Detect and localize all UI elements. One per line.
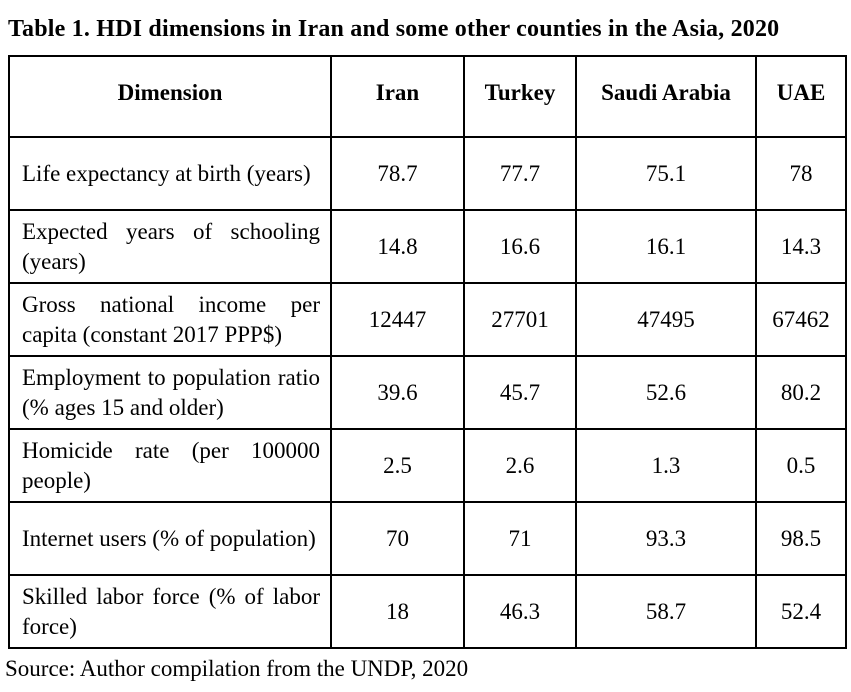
table-row: Expected years of schooling (years) 14.8… [8, 209, 847, 285]
value-uae: 0.5 [755, 428, 847, 504]
value-saudi-arabia: 16.1 [575, 209, 757, 285]
dimension-label: Homicide rate (per 100000 people) [8, 428, 332, 504]
column-header-iran: Iran [330, 55, 465, 139]
value-iran: 2.5 [330, 428, 465, 504]
value-uae: 52.4 [755, 574, 847, 650]
value-saudi-arabia: 1.3 [575, 428, 757, 504]
column-header-turkey: Turkey [463, 55, 577, 139]
dimension-label: Skilled labor force (% of labor force) [8, 574, 332, 650]
dimension-label: Internet users (% of population) [8, 501, 332, 577]
table-row: Internet users (% of population) 70 71 9… [8, 501, 847, 577]
column-header-dimension: Dimension [8, 55, 332, 139]
column-header-uae: UAE [755, 55, 847, 139]
value-iran: 78.7 [330, 136, 465, 212]
value-uae: 14.3 [755, 209, 847, 285]
table-row: Employment to population ratio (% ages 1… [8, 355, 847, 431]
value-saudi-arabia: 47495 [575, 282, 757, 358]
value-iran: 18 [330, 574, 465, 650]
value-turkey: 77.7 [463, 136, 577, 212]
value-iran: 39.6 [330, 355, 465, 431]
table-header-row: Dimension Iran Turkey Saudi Arabia UAE [8, 55, 847, 139]
value-turkey: 2.6 [463, 428, 577, 504]
source-note: Source: Author compilation from the UNDP… [5, 656, 469, 682]
value-turkey: 45.7 [463, 355, 577, 431]
value-uae: 98.5 [755, 501, 847, 577]
value-uae: 78 [755, 136, 847, 212]
value-turkey: 71 [463, 501, 577, 577]
table-row: Homicide rate (per 100000 people) 2.5 2.… [8, 428, 847, 504]
value-uae: 67462 [755, 282, 847, 358]
dimension-label: Expected years of schooling (years) [8, 209, 332, 285]
table-row: Life expectancy at birth (years) 78.7 77… [8, 136, 847, 212]
value-iran: 70 [330, 501, 465, 577]
hdi-dimensions-table: Dimension Iran Turkey Saudi Arabia UAE L… [8, 55, 847, 650]
value-turkey: 46.3 [463, 574, 577, 650]
dimension-label: Employment to population ratio (% ages 1… [8, 355, 332, 431]
column-header-saudi-arabia: Saudi Arabia [575, 55, 757, 139]
value-saudi-arabia: 75.1 [575, 136, 757, 212]
table-row: Gross national income per capita (consta… [8, 282, 847, 358]
value-uae: 80.2 [755, 355, 847, 431]
dimension-label: Life expectancy at birth (years) [8, 136, 332, 212]
value-saudi-arabia: 93.3 [575, 501, 757, 577]
value-saudi-arabia: 58.7 [575, 574, 757, 650]
value-turkey: 16.6 [463, 209, 577, 285]
table-title: Table 1. HDI dimensions in Iran and some… [8, 16, 780, 42]
value-turkey: 27701 [463, 282, 577, 358]
dimension-label: Gross national income per capita (consta… [8, 282, 332, 358]
value-iran: 12447 [330, 282, 465, 358]
value-saudi-arabia: 52.6 [575, 355, 757, 431]
table-row: Skilled labor force (% of labor force) 1… [8, 574, 847, 650]
value-iran: 14.8 [330, 209, 465, 285]
